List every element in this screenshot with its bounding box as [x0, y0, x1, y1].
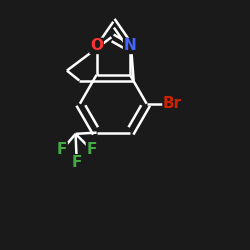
Text: F: F	[72, 155, 82, 170]
Text: N: N	[124, 38, 136, 54]
Text: F: F	[86, 142, 97, 158]
Text: F: F	[57, 142, 67, 158]
Text: Br: Br	[163, 96, 182, 111]
Text: O: O	[90, 38, 103, 54]
